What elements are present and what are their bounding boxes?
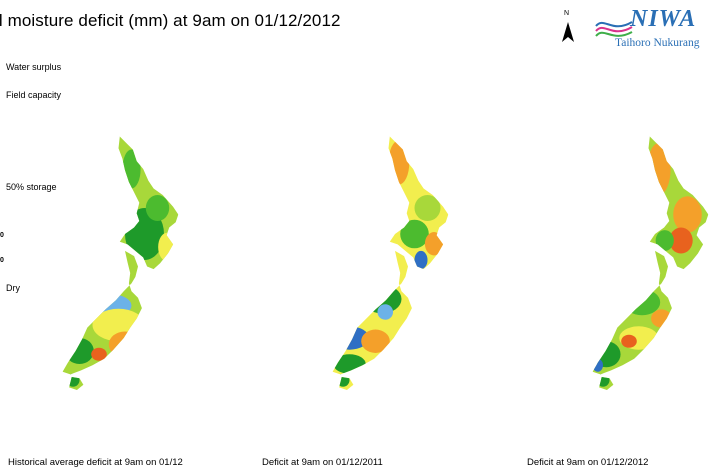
map-historical-average bbox=[62, 136, 179, 390]
legend-label-50-storage: 50% storage bbox=[6, 182, 57, 192]
map-deficit-2012 bbox=[592, 136, 709, 390]
legend-label-dry: Dry bbox=[6, 283, 20, 293]
north-arrow-icon: N bbox=[560, 10, 576, 44]
caption-2011: Deficit at 9am on 01/12/2011 bbox=[262, 457, 383, 468]
niwa-logo: NIWA Taihoro Nukurang bbox=[590, 6, 710, 54]
legend-label-water-surplus: Water surplus bbox=[6, 62, 62, 72]
caption-historical-average: Historical average deficit at 9am on 01/… bbox=[8, 457, 183, 468]
map-deficit-2011 bbox=[332, 136, 449, 390]
legend-label-field-capacity: Field capacity bbox=[6, 90, 62, 100]
legend-tick: 0 bbox=[0, 257, 4, 264]
logo-wave-icon bbox=[595, 21, 633, 37]
logo-subtitle: Taihoro Nukurang bbox=[615, 37, 700, 49]
legend-tick: 0 bbox=[0, 232, 4, 239]
logo-brand: NIWA bbox=[630, 6, 697, 32]
caption-2012: Deficit at 9am on 01/12/2012 bbox=[527, 457, 649, 468]
page-title: il moisture deficit (mm) at 9am on 01/12… bbox=[0, 11, 341, 30]
north-label: N bbox=[564, 10, 570, 17]
